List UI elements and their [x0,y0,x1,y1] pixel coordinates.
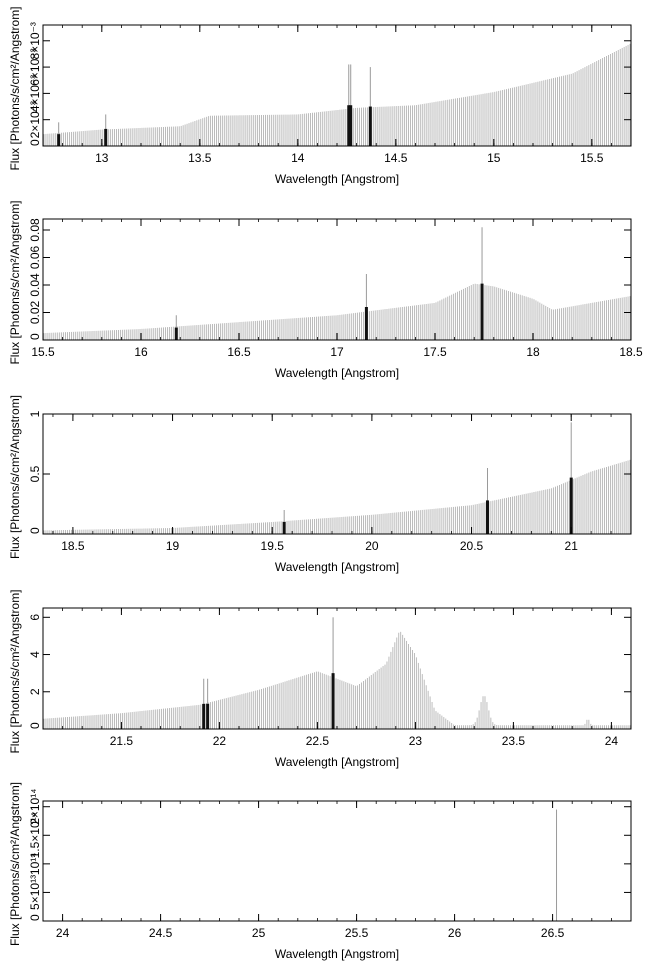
y-tick-label: 0.06 [28,245,42,269]
y-tick-label: 6 [28,614,42,621]
x-tick-label: 25.5 [345,926,369,940]
y-tick-label: 4 [28,651,42,658]
line-bar-3 [569,477,573,534]
spectrum-panel-3: 18.5 19 19.5 20 20.5 21 0 0.5 1 Wavelength [Angst… [8,395,632,574]
y-tick-label: 1.5×10¹⁴ [28,812,42,858]
y-axis-label: Flux [Photons/s/cm²/Angstrom] [8,200,22,364]
line-bar-1 [202,703,206,729]
plot-frame [42,24,632,147]
x-tick-label: 21 [565,539,579,553]
x-tick-label: 23.5 [502,734,526,748]
x-tick-label: 15.5 [580,151,604,165]
y-tick-label: 0 [28,914,42,921]
plot-frame [42,413,632,535]
x-tick-label: 26 [448,926,462,940]
x-tick-label: 24 [605,734,619,748]
x-tick-label: 24.5 [149,926,173,940]
x-tick-label: 22.5 [306,734,330,748]
y-tick-label: 2×10¹⁴ [28,789,42,825]
x-tick-label: 24 [56,926,70,940]
y-axis-label: Flux [Photons/s/cm²/Angstrom] [8,395,22,559]
x-tick-label: 23 [409,734,423,748]
y-tick-label: 0.5 [28,465,42,482]
spectrum-panel-5: 24 24.5 25 25.5 26 26.5 0 5×10¹³10¹⁴1.5×10¹⁴2×1… [8,782,632,961]
x-tick-label: 19 [166,539,180,553]
y-tick-label: 6×10⁻³ [28,48,42,85]
y-tick-label: 0 [28,333,42,340]
line-bar-1 [174,327,178,340]
x-tick-label: 19.5 [261,539,285,553]
x-tick-label: 16.5 [227,345,251,359]
spectrum-panel-1: 13 13.5 14 14.5 15 15.5 02×10⁻³4×10⁻³6×10⁻³8×1… [8,6,632,186]
line-bar-3 [480,283,484,340]
x-tick-label: 16 [134,345,148,359]
x-tick-label: 17 [330,345,344,359]
y-tick-label: 0 [28,722,42,729]
y-tick-label: 8×10⁻³ [28,22,42,59]
x-axis-label: Wavelength [Angstrom] [275,560,399,574]
x-tick-label: 14 [291,151,305,165]
x-tick-label: 22 [213,734,227,748]
x-tick-label: 18.5 [61,539,85,553]
y-axis-label: Flux [Photons/s/cm²/Angstrom] [8,589,22,753]
continuum-bins [43,43,631,146]
x-tick-label: 26.5 [541,926,565,940]
line-bar-2 [104,128,108,146]
x-tick-label: 13 [95,151,109,165]
x-tick-label: 20.5 [460,539,484,553]
x-tick-label: 14.5 [384,151,408,165]
x-axis-label: Wavelength [Angstrom] [275,366,399,380]
x-tick-label: 13.5 [188,151,212,165]
x-tick-label: 18.5 [619,345,643,359]
y-tick-label: 2 [28,688,42,695]
plot-frame [42,607,632,730]
y-axis-label: Flux [Photons/s/cm²/Angstrom] [8,782,22,946]
y-axis-label: Flux [Photons/s/cm²/Angstrom] [8,6,22,170]
line-bar-1 [57,134,61,146]
x-axis-label: Wavelength [Angstrom] [275,172,399,186]
line-bar-4 [349,105,353,146]
line-bar-1 [282,522,286,534]
plot-frame [42,800,632,922]
y-tick-label: 2×10⁻³ [28,101,42,138]
x-tick-label: 17.5 [423,345,447,359]
y-tick-label: 0 [28,527,42,534]
line-bar-5 [368,106,372,146]
x-axis-label: Wavelength [Angstrom] [275,947,399,961]
x-tick-label: 20 [365,539,379,553]
y-tick-label: 1 [28,410,42,417]
continuum-bins [43,631,631,729]
y-tick-label: 4×10⁻³ [28,75,42,112]
line-bar-2 [485,500,489,534]
line-bar-3 [331,673,335,729]
line-bar-2 [206,703,210,729]
x-tick-label: 15 [487,151,501,165]
y-tick-label: 0.04 [28,273,42,297]
line-bar-3 [347,105,351,146]
line-bar-2 [364,307,368,340]
continuum-bins [43,283,631,340]
plot-frame [42,218,632,341]
x-tick-label: 21.5 [110,734,134,748]
y-tick-label: 0.08 [28,218,42,242]
continuum-bins [43,459,631,534]
y-tick-label: 0 [28,139,42,146]
y-tick-label: 0.02 [28,300,42,324]
y-tick-label: 5×10¹³ [28,875,42,910]
x-tick-label: 15.5 [31,345,55,359]
spectrum-panel-2: 15.5 16 16.5 17 17.5 18 18.5 0 0.02 0.04 0.06 0.08 W… [8,200,643,380]
x-tick-label: 25 [252,926,266,940]
x-tick-label: 18 [526,345,540,359]
y-tick-label: 10¹⁴ [28,853,42,876]
x-axis-label: Wavelength [Angstrom] [275,755,399,769]
